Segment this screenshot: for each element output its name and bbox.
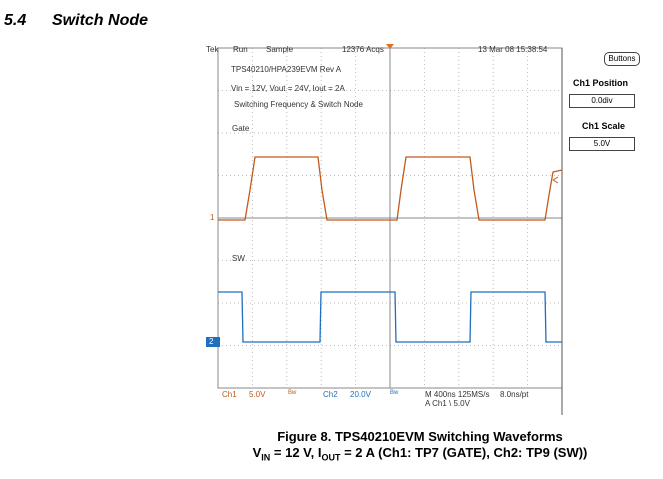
ch1-marker: 1 [210,213,215,222]
caption-line1: Figure 8. TPS40210EVM Switching Waveform… [277,429,563,444]
scope-acqs: 12376 Acqs [342,45,384,54]
buttons-button[interactable]: Buttons [604,52,640,66]
scope-state: Run [233,45,248,54]
timebase: M 400ns 125MS/s [425,390,490,399]
trace-label: SW [232,254,245,263]
ch2-scale: 20.0V [350,390,371,399]
bw2: Bw [390,390,399,396]
position-value: 0.0div [569,94,635,108]
scale-value: 5.0V [569,137,635,151]
graticule-axes [218,48,562,388]
caption-text: = 2 A (Ch1: TP7 (GATE), Ch2: TP9 (SW)) [340,445,588,460]
level-arrow [552,176,559,184]
ch2-marker-box [206,337,220,347]
scope-note: Switching Frequency & Switch Node [234,100,363,109]
scope-mode: Sample [266,45,294,54]
ch1-label: Ch1 [222,390,237,399]
scope-note: TPS40210/HPA239EVM Rev A [231,65,342,74]
trigger-marker [386,44,394,49]
scope-date: 13 Mar 08 15:38:54 [478,45,548,54]
ch2-label: Ch2 [323,390,338,399]
caption-line2: VIN = 12 V, IOUT = 2 A (Ch1: TP7 (GATE),… [0,445,663,463]
ch1-scale: 5.0V [249,390,266,399]
scale-label: Ch1 Scale [582,121,626,131]
gate-waveform [218,156,563,221]
trace-label: Gate [232,124,250,133]
caption-text: V [252,445,262,460]
caption-text: = 12 V, I [270,445,322,460]
caption-subscript: OUT [321,452,341,463]
sw-waveform [218,291,562,343]
resolution: 8.0ns/pt [500,390,529,399]
section-number: 5.4 [4,12,27,29]
trigger: A Ch1 \ 5.0V [425,399,470,408]
section-title: Switch Node [52,12,149,29]
caption-subscript: IN [261,452,271,463]
scope-note: Vin = 12V, Vout = 24V, Iout = 2A [231,84,345,93]
bw1: Bw [288,390,297,396]
scope-brand: Tek [206,45,219,54]
ch2-marker: 2 [209,337,214,346]
position-label: Ch1 Position [573,78,629,88]
